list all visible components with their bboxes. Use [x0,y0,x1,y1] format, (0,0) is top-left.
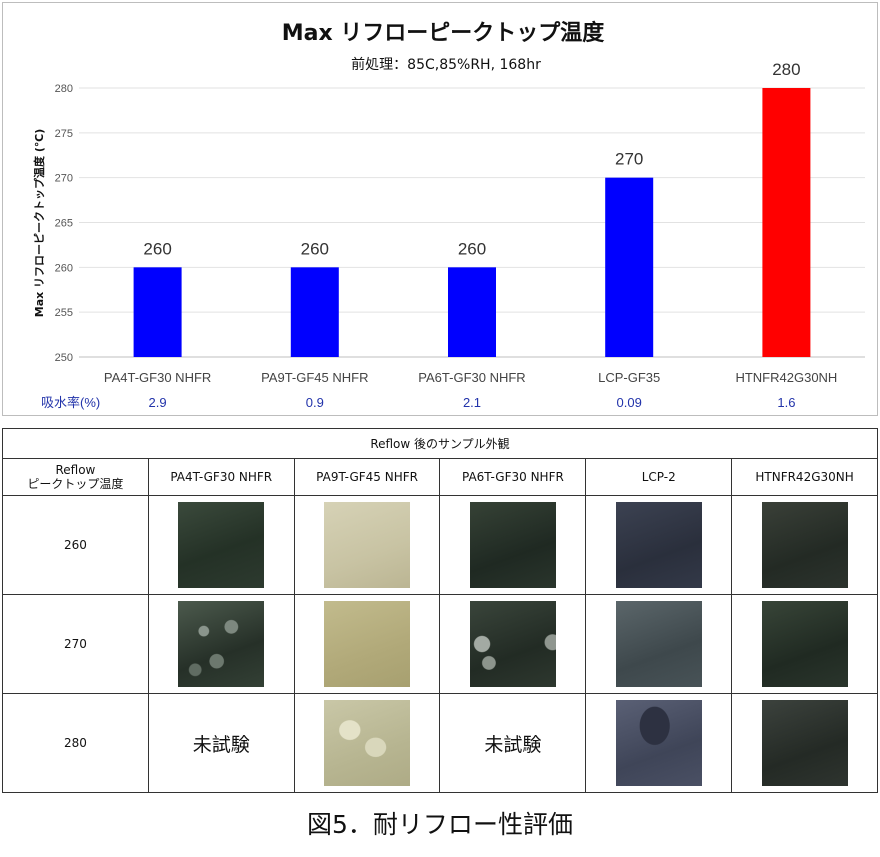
sample-photo-pa9t-270 [324,601,411,687]
bar-chart: Max リフローピークトップ温度 前処理：85C,85%RH, 168hr 25… [32,20,865,410]
untested-label-pa6t: 未試験 [484,733,542,756]
bar-1 [133,267,182,357]
data-label-5: 280 [772,60,800,79]
table-row: 270 [2,594,878,694]
y-axis-label: Max リフローピークトップ温度 (℃) [32,129,46,318]
y-tick-265: 265 [55,218,73,230]
row-temp-260: 260 [2,495,149,595]
figure-caption: 図5．耐リフロー性評価 [307,810,573,839]
y-axis-ticks: 250 255 260 265 270 275 280 [55,83,73,364]
category-label-2: PA9T-GF45 NHFR [261,370,368,385]
sample-photo-pa4t-260 [178,502,265,588]
column-header-htnfr: HTNFR42G30NH [731,458,878,496]
corner-header-line1: Reflow [55,463,96,477]
y-tick-270: 270 [55,173,73,185]
row-temp-270: 270 [2,594,149,694]
sample-photo-pa4t-270 [178,601,265,687]
bar-5 [762,88,811,357]
water-absorption-value-1: 2.9 [149,395,167,410]
sample-photo-lcp-270 [615,601,702,687]
data-label-2: 260 [301,239,329,258]
category-label-4: LCP-GF35 [598,370,660,385]
column-header-lcp: LCP-2 [585,458,733,496]
row-temp-280: 280 [2,693,149,793]
sample-photo-lcp-260 [615,502,702,588]
sample-photo-htnfr-270 [761,601,848,687]
sample-photo-pa9t-260 [324,502,411,588]
y-tick-255: 255 [55,307,73,319]
water-absorption-value-2: 0.9 [306,395,324,410]
sample-photo-lcp-280 [615,700,702,786]
column-header-pa9t: PA9T-GF45 NHFR [293,458,441,496]
corner-header-line2: ピークトップ温度 [27,477,124,491]
chart-subtitle: 前処理：85C,85%RH, 168hr [351,56,541,73]
data-label-1: 260 [143,239,171,258]
category-label-5: HTNFR42G30NH [735,370,837,385]
y-tick-280: 280 [55,83,73,95]
data-label-4: 270 [615,150,643,169]
y-tick-275: 275 [55,128,73,140]
bar-4 [605,177,654,357]
y-tick-260: 260 [55,262,73,274]
column-header-pa4t: PA4T-GF30 NHFR [147,458,295,496]
appearance-table: Reflow 後のサンプル外観 Reflow ピークトップ温度 PA4T-GF3… [2,428,878,793]
bar-2 [290,267,339,357]
bars [133,88,811,357]
sample-photo-pa6t-260 [469,502,556,588]
category-labels: PA4T-GF30 NHFR PA9T-GF45 NHFR PA6T-GF30 NH… [104,370,837,385]
sample-photo-pa9t-280 [324,700,411,786]
category-label-3: PA6T-GF30 NHFR [418,370,525,385]
sample-photo-htnfr-280 [761,700,848,786]
water-absorption-value-5: 1.6 [777,395,795,410]
table-row: 260 [2,495,878,595]
y-tick-250: 250 [55,352,73,364]
water-absorption-value-3: 2.1 [463,395,481,410]
data-labels: 260 260 260 270 280 [143,60,800,258]
corner-header: Reflow ピークトップ温度 [2,458,149,496]
sample-photo-pa6t-270 [469,601,556,687]
chart-title: Max リフローピークトップ温度 [282,20,606,46]
untested-label-pa4t: 未試験 [192,733,250,756]
category-label-1: PA4T-GF30 NHFR [104,370,211,385]
table-caption: Reflow 後のサンプル外観 [2,428,878,459]
water-absorption-value-4: 0.09 [617,395,642,410]
chart-panel: Max リフローピークトップ温度 前処理：85C,85%RH, 168hr 25… [2,2,878,416]
data-label-3: 260 [458,239,486,258]
column-header-pa6t: PA6T-GF30 NHFR [439,458,587,496]
water-absorption-label: 吸水率(%) [41,395,100,410]
bar-3 [448,267,496,357]
table-row: 280 未試験 未試験 [2,693,878,793]
sample-photo-htnfr-260 [761,502,848,588]
water-absorption-values: 2.9 0.9 2.1 0.09 1.6 [149,395,796,410]
